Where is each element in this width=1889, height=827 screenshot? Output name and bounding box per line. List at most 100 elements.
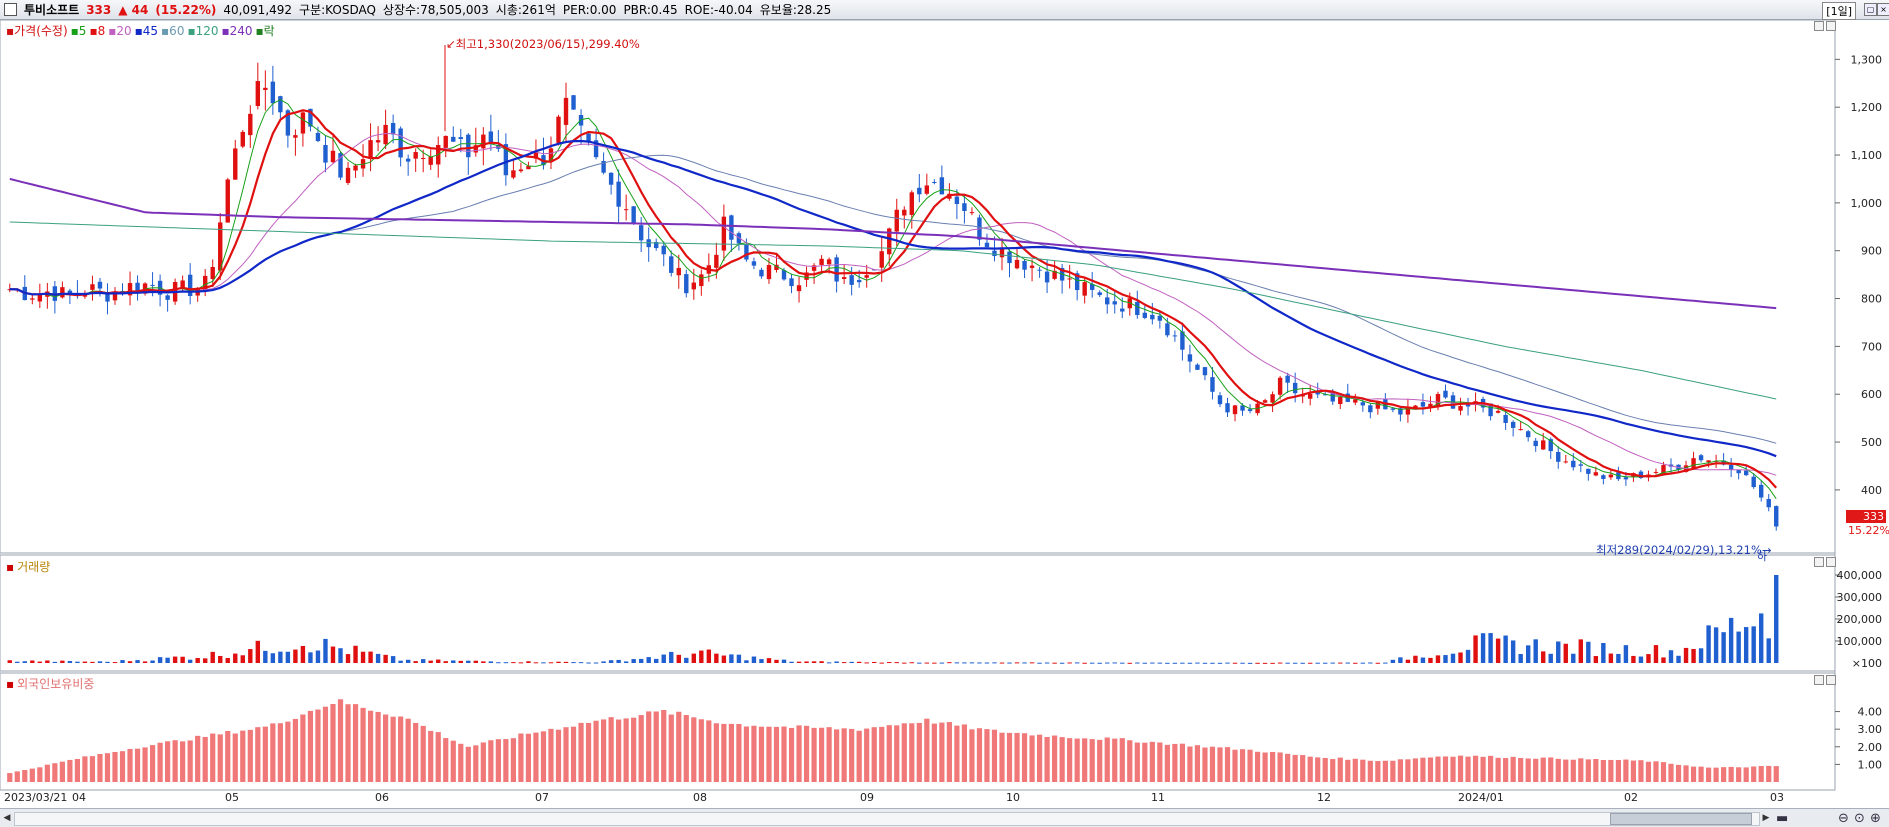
- zoom-in-icon[interactable]: ⊕: [1870, 811, 1881, 826]
- candle-body: [1240, 405, 1245, 411]
- foreign-bar: [480, 742, 486, 782]
- volume-bar: [729, 654, 734, 663]
- volume-bar: [834, 661, 839, 663]
- foreign-bar: [1209, 746, 1216, 782]
- volume-bar: [947, 662, 952, 664]
- foreign-bar: [525, 733, 532, 782]
- volume-bar: [360, 651, 366, 663]
- foreign-bar: [1450, 756, 1456, 782]
- pane-close-icon[interactable]: [1826, 557, 1836, 567]
- foreign-bar: [428, 730, 434, 782]
- volume-bar: [1165, 662, 1170, 664]
- candle-body: [1112, 301, 1117, 305]
- zoom-slider-icon[interactable]: ▬: [1776, 811, 1789, 826]
- foreign-bar: [157, 742, 163, 782]
- stock-chart[interactable]: 400 500 600 700 800 900 1,000 1,100 1,200 1,300 40…: [0, 20, 1889, 810]
- pane-minimize-icon[interactable]: [1814, 675, 1824, 685]
- legend-item-6[interactable]: ▪120: [187, 24, 219, 38]
- volume-unit-label: ×100: [1852, 657, 1882, 670]
- pane-minimize-icon[interactable]: [1814, 557, 1824, 567]
- volume-bar: [1413, 655, 1418, 663]
- foreign-bar: [1510, 756, 1516, 782]
- foreign-bar: [1420, 757, 1426, 782]
- pane-close-icon[interactable]: [1826, 21, 1836, 31]
- volume-bar: [1225, 662, 1230, 664]
- candle-body: [1338, 396, 1343, 405]
- foreign-bar: [856, 730, 862, 782]
- foreign-bar: [217, 734, 223, 782]
- volume-bar: [1262, 662, 1268, 664]
- stock-name[interactable]: 투비소프트: [24, 3, 80, 17]
- volume-bar: [999, 662, 1005, 664]
- volume-bar: [954, 662, 960, 664]
- foreign-bar: [1533, 758, 1539, 782]
- close-icon[interactable]: ×: [1877, 3, 1889, 16]
- legend-item-1[interactable]: ▪5: [70, 24, 87, 38]
- foreign-bar: [668, 714, 674, 782]
- volume-bar: [308, 652, 313, 663]
- foreign-bar: [1615, 760, 1621, 782]
- scroll-left-icon[interactable]: ◀: [3, 813, 11, 823]
- pane-minimize-icon[interactable]: [1814, 21, 1824, 31]
- volume-bar: [856, 661, 862, 663]
- foreign-bar: [1683, 765, 1689, 782]
- volume-bar: [1142, 662, 1148, 664]
- select-checkbox[interactable]: [4, 3, 17, 16]
- legend-item-7[interactable]: ▪240: [221, 24, 253, 38]
- legend-item-5[interactable]: ▪60: [161, 24, 185, 38]
- foreign-bar: [1728, 766, 1734, 782]
- candle-body: [127, 283, 133, 296]
- candle-body: [1398, 408, 1403, 415]
- candle-body: [1390, 408, 1396, 410]
- candle-body: [1270, 394, 1275, 403]
- volume-bar: [1217, 662, 1223, 664]
- volume-bar: [466, 660, 471, 663]
- candle-body: [1067, 278, 1072, 280]
- candle-body: [390, 122, 396, 135]
- volume-bar: [1571, 653, 1576, 663]
- volume-bar: [1533, 639, 1538, 663]
- candle-body: [1435, 394, 1441, 407]
- volume-bar: [323, 638, 328, 663]
- legend-item-4[interactable]: ▪45: [134, 24, 159, 38]
- candle-body: [1247, 409, 1253, 412]
- volume-bar: [1759, 613, 1764, 663]
- legend-item-2[interactable]: ▪8: [89, 24, 106, 38]
- volume-bar: [1578, 639, 1584, 663]
- foreign-bar: [608, 717, 614, 782]
- candle-body: [255, 81, 261, 107]
- horizontal-scrollbar[interactable]: [14, 812, 1760, 826]
- foreign-bar: [1104, 737, 1110, 782]
- volume-bar: [1150, 662, 1155, 664]
- volume-bar: [1525, 645, 1531, 663]
- restore-icon[interactable]: ▢: [1864, 3, 1877, 16]
- foreign-bar: [698, 719, 704, 782]
- foreign-bar: [1262, 752, 1268, 782]
- foreign-bar: [743, 726, 750, 782]
- legend-item-8[interactable]: ▪락: [255, 24, 275, 38]
- volume-bar: [135, 660, 140, 663]
- x-axis-label: 2023/03/21: [4, 791, 68, 804]
- legend-item-3[interactable]: ▪20: [108, 24, 132, 38]
- legend-item-0[interactable]: ▪가격(수정): [6, 24, 68, 38]
- candle-body: [751, 261, 757, 266]
- foreign-bar: [14, 771, 20, 782]
- scroll-thumb[interactable]: [1610, 813, 1752, 825]
- zoom-out-icon[interactable]: ⊖: [1838, 811, 1849, 826]
- candle-body: [714, 254, 719, 268]
- foreign-bar: [616, 719, 622, 782]
- pane-close-icon[interactable]: [1826, 675, 1836, 685]
- volume-bar: [330, 646, 336, 663]
- period-selector[interactable]: [1일]: [1822, 2, 1856, 20]
- candle-body: [849, 275, 854, 285]
- volume-bar: [1277, 662, 1283, 664]
- candle-body: [1548, 439, 1553, 452]
- zoom-reset-icon[interactable]: ⊙: [1854, 811, 1865, 826]
- foreign-bar: [781, 726, 787, 782]
- candle-body: [1563, 461, 1568, 463]
- candle-body: [1368, 405, 1373, 413]
- foreign-bar: [7, 773, 13, 782]
- foreign-bar: [1487, 755, 1494, 782]
- scroll-right-icon[interactable]: ▶: [1762, 813, 1770, 823]
- foreign-bar: [991, 729, 998, 782]
